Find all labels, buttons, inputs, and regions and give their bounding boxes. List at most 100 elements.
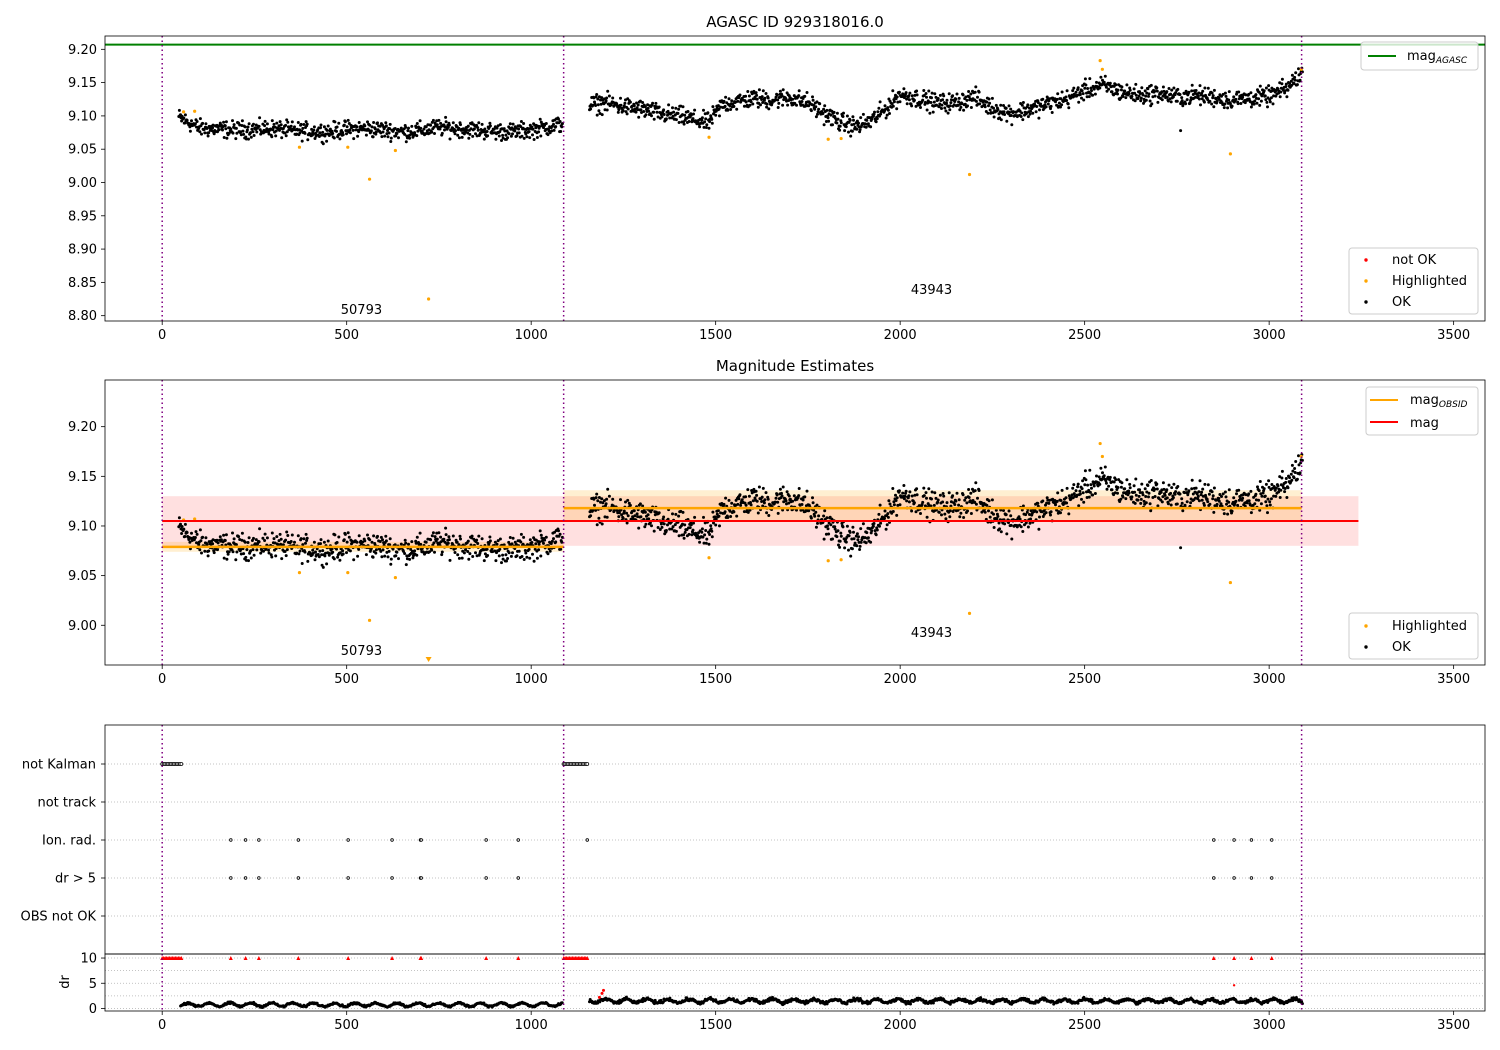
ok-point [872, 522, 876, 525]
ok-point [207, 131, 211, 135]
ok-point [286, 534, 290, 537]
ok-point [797, 494, 801, 498]
ok-point [1139, 501, 1143, 505]
ok-point [693, 515, 697, 519]
ok-point [595, 93, 599, 96]
ok-point [811, 95, 814, 99]
ok-point [335, 541, 339, 544]
ok-point [275, 121, 279, 125]
point-legend-box [1348, 612, 1479, 660]
ok-point [1175, 99, 1179, 103]
ok-point [1019, 115, 1023, 118]
ok-point [1280, 77, 1284, 81]
ok-point [188, 540, 192, 544]
ok-point [973, 90, 977, 94]
ok-point [652, 117, 656, 121]
ok-point [435, 537, 439, 541]
ok-point [942, 94, 946, 98]
ok-point [841, 525, 845, 529]
ok-point [744, 94, 748, 98]
flag-category-label: not Kalman [22, 758, 96, 773]
ok-point [1116, 486, 1120, 489]
ok-point [1232, 496, 1236, 500]
ok-point [224, 533, 228, 537]
ok-point [1201, 89, 1205, 93]
x-tick-label: 1000 [515, 672, 548, 687]
ok-point [891, 89, 895, 93]
ok-point [973, 489, 977, 493]
ok-point [1134, 93, 1138, 97]
ok-point [965, 501, 969, 505]
ok-point [1269, 96, 1273, 100]
ok-point [320, 133, 324, 137]
highlighted-point [839, 558, 843, 562]
ok-point [604, 99, 608, 103]
ok-point [250, 127, 254, 131]
ok-point [643, 525, 647, 529]
ok-point [325, 562, 329, 566]
ok-point [814, 525, 818, 529]
ok-point [1119, 497, 1123, 501]
ok-point [760, 500, 764, 503]
ok-point [795, 103, 798, 107]
ok-point [1227, 488, 1231, 492]
ok-point [289, 540, 293, 543]
ok-point [1108, 475, 1112, 479]
ok-point [507, 132, 511, 136]
ok-point [1169, 503, 1173, 507]
ok-point [1223, 91, 1227, 95]
ok-point [624, 110, 628, 114]
ok-point [1253, 502, 1257, 506]
ok-point [1156, 100, 1160, 104]
ok-point [232, 537, 236, 541]
ok-point [284, 538, 288, 542]
ok-point [279, 123, 283, 127]
ok-point [197, 543, 201, 547]
ok-point [1267, 479, 1271, 483]
ok-point [637, 115, 641, 119]
ok-point [234, 137, 238, 141]
ok-point [710, 121, 714, 125]
ok-point [226, 552, 230, 556]
ok-point [850, 537, 854, 541]
ok-point [999, 103, 1003, 107]
ok-point [177, 108, 181, 112]
ok-point [1143, 487, 1147, 491]
ok-point [407, 126, 410, 130]
ok-point [361, 540, 365, 544]
ok-point [303, 550, 307, 554]
ok-point [504, 553, 508, 557]
ok-point [180, 532, 184, 535]
ok-point [180, 525, 184, 528]
ok-point [885, 523, 889, 527]
ok-point [278, 128, 281, 132]
ok-point [701, 535, 705, 539]
ok-point [525, 555, 529, 559]
panel-magnitude-title: Magnitude Estimates [716, 357, 874, 375]
ok-point [1041, 499, 1045, 503]
ok-point [1125, 83, 1129, 87]
ok-point [301, 126, 305, 130]
ok-point [974, 99, 978, 103]
ok-point [386, 555, 390, 559]
ok-point [1206, 483, 1210, 487]
ok-point [468, 132, 472, 136]
ok-point [338, 551, 342, 555]
ok-point [760, 95, 764, 99]
ok-point [1169, 491, 1173, 495]
ok-point [826, 116, 830, 120]
ok-point [775, 93, 779, 97]
ok-point [750, 489, 754, 492]
ok-point [1031, 111, 1035, 115]
ok-point [717, 514, 721, 518]
ok-point [544, 535, 548, 539]
ok-point [606, 89, 610, 93]
panel-agasc-title: AGASC ID 929318016.0 [706, 13, 884, 31]
ok-point [343, 532, 347, 536]
ok-point [252, 553, 256, 557]
ok-point [937, 105, 941, 109]
ok-point [656, 526, 660, 529]
ok-point [635, 512, 639, 516]
ok-point [676, 111, 680, 115]
